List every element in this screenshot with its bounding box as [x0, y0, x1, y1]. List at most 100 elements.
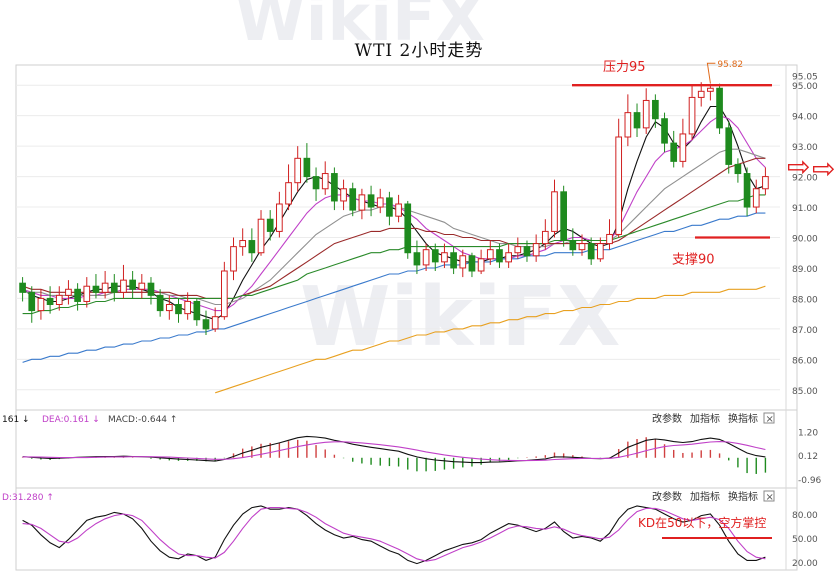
- moving-average-line: [22, 115, 766, 312]
- candle-body: [321, 173, 329, 190]
- candle: [468, 252, 476, 278]
- candle: [101, 271, 109, 299]
- candle: [294, 146, 302, 192]
- indicator-control-0: 改参数: [652, 490, 682, 503]
- kd-tick-label: 50.00: [792, 535, 818, 545]
- moving-average-line: [22, 105, 766, 321]
- moving-average-line: [22, 194, 766, 315]
- candle: [707, 83, 714, 101]
- candle-body: [541, 230, 549, 245]
- indicator-control-1: 加指标: [690, 490, 720, 503]
- candle: [422, 243, 430, 271]
- candle-body: [404, 203, 412, 254]
- candle-body: [120, 279, 127, 293]
- candle: [386, 191, 393, 226]
- candle: [505, 243, 512, 268]
- candle: [752, 179, 760, 214]
- candle-body: [193, 300, 201, 321]
- candle: [303, 143, 311, 183]
- candle-body: [19, 282, 26, 293]
- candle-body: [156, 294, 164, 312]
- price-tick-label: 89.00: [792, 265, 818, 275]
- annotations: 压力95 支撑90 95.82 ⇨ ⇨: [603, 60, 835, 267]
- candle-body: [340, 188, 347, 202]
- candle: [734, 158, 742, 183]
- candle: [266, 210, 274, 241]
- candle: [514, 237, 522, 259]
- candle-body: [505, 252, 512, 263]
- candle-body: [83, 285, 91, 302]
- candle-body: [175, 304, 182, 315]
- candle: [276, 191, 283, 238]
- candle: [688, 85, 696, 141]
- candle-body: [496, 249, 503, 263]
- candle-body: [762, 176, 769, 190]
- candle-body: [752, 188, 760, 208]
- macd-tick-label: 0.12: [798, 452, 818, 462]
- candle-body: [532, 243, 540, 257]
- candle: [560, 185, 568, 247]
- candle-body: [697, 90, 705, 98]
- candle: [450, 246, 457, 275]
- candle-body: [578, 243, 586, 251]
- candle: [578, 234, 586, 256]
- price-tick-label: 95.00: [792, 82, 818, 92]
- candle-body: [101, 282, 109, 293]
- candle: [395, 194, 402, 223]
- candle-body: [129, 279, 136, 290]
- moving-average-line: [22, 157, 766, 299]
- candle: [46, 286, 54, 314]
- resistance-label: 压力95: [603, 60, 646, 75]
- candle: [184, 292, 192, 320]
- candle: [404, 200, 412, 259]
- candle: [358, 188, 366, 220]
- price-tick-label: 90.00: [792, 235, 818, 245]
- candle-body: [37, 297, 45, 312]
- candle: [28, 286, 36, 323]
- candle-body: [422, 249, 430, 266]
- candle: [239, 228, 247, 256]
- candle: [257, 210, 265, 256]
- candle: [312, 167, 320, 201]
- price-tick-label: 94.00: [792, 113, 818, 123]
- candle-body: [560, 191, 568, 242]
- candle-body: [670, 142, 678, 162]
- candle: [156, 289, 164, 317]
- candle: [211, 307, 219, 332]
- candle: [652, 94, 659, 128]
- candle-body: [441, 252, 448, 263]
- candle-body: [652, 99, 659, 120]
- candle: [321, 161, 329, 195]
- candle-body: [459, 255, 467, 269]
- candle: [633, 103, 641, 137]
- right-arrow-icon: ⇨: [787, 150, 810, 183]
- high-marker-leader: [706, 62, 716, 84]
- candle: [431, 243, 439, 271]
- candle: [596, 237, 604, 262]
- close-icon: [763, 412, 775, 424]
- candle: [725, 121, 733, 174]
- close-icon: [763, 490, 775, 502]
- candle-body: [716, 87, 723, 129]
- price-tick-label: 91.00: [792, 204, 818, 214]
- candle: [541, 219, 549, 250]
- candle: [120, 264, 127, 299]
- candle: [615, 118, 623, 238]
- candle: [569, 228, 577, 256]
- candle-body: [376, 197, 384, 208]
- candle: [19, 277, 26, 302]
- indicator-control-2: 换指标: [728, 412, 758, 425]
- candle: [762, 167, 769, 195]
- macd-tick-label: 1.20: [798, 429, 818, 439]
- candle: [367, 185, 375, 217]
- macd-dif-value: 161 ↓: [2, 415, 30, 425]
- macd-dea-line: [22, 441, 766, 462]
- chart-title: WTI 2小时走势: [354, 41, 484, 61]
- candle: [624, 94, 632, 147]
- candle-body: [230, 246, 237, 272]
- candle-body: [331, 173, 338, 202]
- candle-body: [211, 316, 219, 330]
- price-tick-label: 93.00: [792, 143, 818, 153]
- candle-body: [514, 246, 522, 254]
